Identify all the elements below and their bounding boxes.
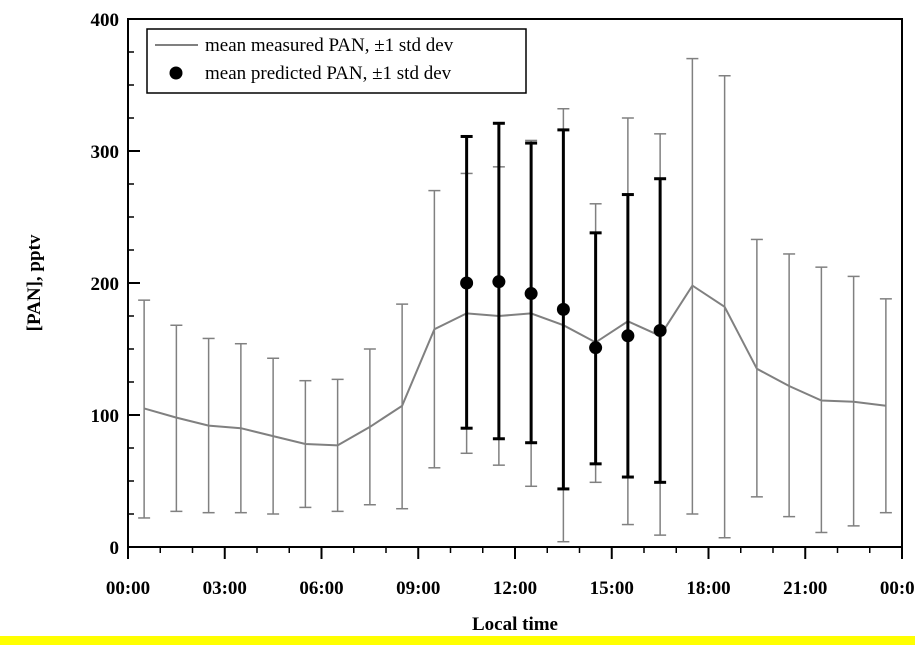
y-tick-label: 300	[91, 142, 120, 163]
y-tick-label: 0	[110, 538, 120, 559]
y-tick-label: 400	[91, 10, 120, 31]
y-axis-ticks: 0 100 200 300 400	[91, 10, 140, 559]
predicted-point	[653, 324, 667, 338]
bottom-highlight-band	[0, 636, 915, 645]
legend: mean measured PAN, ±1 std dev mean predi…	[146, 28, 527, 94]
x-tick-label: 03:00	[203, 578, 247, 599]
x-tick-label: 15:00	[590, 578, 634, 599]
predicted-point	[556, 302, 570, 316]
legend-label-predicted: mean predicted PAN, ±1 std dev	[205, 63, 452, 84]
legend-dot-swatch	[169, 66, 183, 80]
predicted-point	[621, 329, 635, 343]
x-tick-label: 21:00	[783, 578, 827, 599]
predicted-point	[524, 287, 538, 301]
y-tick-label: 100	[91, 406, 120, 427]
predicted-point	[589, 341, 603, 355]
legend-label-measured: mean measured PAN, ±1 std dev	[205, 35, 454, 56]
y-axis-label: [PAN], pptv	[24, 234, 45, 331]
plot-frame	[127, 18, 903, 548]
x-tick-label: 18:00	[686, 578, 730, 599]
y-tick-label: 200	[91, 274, 120, 295]
measured-series	[138, 57, 892, 543]
legend-box	[146, 28, 527, 94]
predicted-series	[460, 121, 667, 491]
measured-mean-line	[143, 284, 887, 447]
predicted-point	[492, 275, 506, 289]
x-tick-label: 00:00	[106, 578, 150, 599]
x-tick-label: 12:00	[493, 578, 537, 599]
x-tick-label: 06:00	[299, 578, 343, 599]
predicted-point	[460, 276, 474, 290]
x-axis-ticks: 00:00 03:00 06:00 09:00 12:00 15:00 18:00 21:00…	[106, 547, 915, 599]
x-tick-label: 00:00	[880, 578, 915, 599]
x-tick-label: 09:00	[396, 578, 440, 599]
x-axis-label: Local time	[472, 614, 558, 635]
